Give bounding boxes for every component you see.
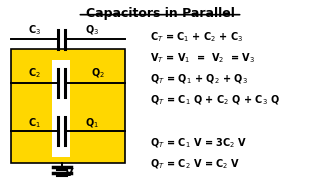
Text: C$_3$: C$_3$ — [28, 23, 41, 37]
Text: Q$_1$: Q$_1$ — [85, 116, 99, 130]
Text: Q$_T$ = C$_2$ V = C$_2$ V: Q$_T$ = C$_2$ V = C$_2$ V — [150, 158, 241, 171]
Text: Q$_2$: Q$_2$ — [91, 66, 105, 80]
Bar — [52, 60, 69, 157]
Text: C$_1$: C$_1$ — [28, 116, 41, 130]
Text: Q$_3$: Q$_3$ — [85, 23, 99, 37]
Text: C$_2$: C$_2$ — [28, 66, 41, 80]
Bar — [11, 49, 125, 163]
Text: V: V — [65, 168, 74, 178]
Text: Q$_T$ = Q$_1$ + Q$_2$ + Q$_3$: Q$_T$ = Q$_1$ + Q$_2$ + Q$_3$ — [150, 73, 248, 86]
Text: Capacitors in Parallel: Capacitors in Parallel — [85, 7, 235, 20]
Text: Q$_T$ = C$_1$ Q + C$_2$ Q + C$_3$ Q: Q$_T$ = C$_1$ Q + C$_2$ Q + C$_3$ Q — [150, 94, 280, 107]
Text: C$_T$ = C$_1$ + C$_2$ + C$_3$: C$_T$ = C$_1$ + C$_2$ + C$_3$ — [150, 30, 244, 44]
Text: V$_T$ = V$_1$  =  V$_2$  = V$_3$: V$_T$ = V$_1$ = V$_2$ = V$_3$ — [150, 51, 256, 65]
Text: Q$_T$ = C$_1$ V = 3C$_2$ V: Q$_T$ = C$_1$ V = 3C$_2$ V — [150, 136, 248, 150]
